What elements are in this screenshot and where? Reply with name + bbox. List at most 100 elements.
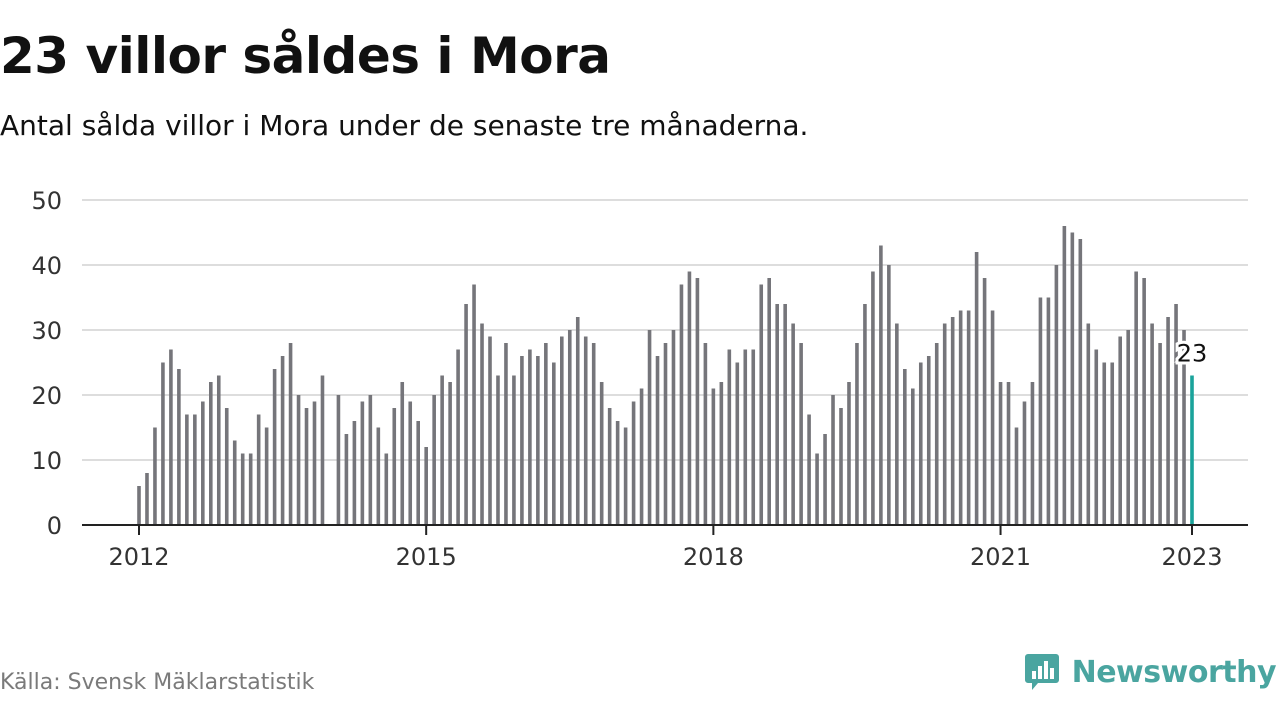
bar <box>1110 362 1115 525</box>
brand-name: Newsworthy <box>1071 654 1277 690</box>
x-axis-ticks: 2012 2015 2018 2021 2023 <box>108 525 1223 571</box>
bar <box>711 388 716 525</box>
bar <box>879 245 883 525</box>
bar <box>647 330 652 525</box>
bar <box>376 427 381 525</box>
bar <box>775 304 779 525</box>
bar <box>1086 323 1091 525</box>
bar <box>1078 239 1083 525</box>
bar <box>903 369 907 525</box>
y-tick-label: 40 <box>31 252 62 280</box>
bar <box>1094 349 1099 525</box>
bar-highlight <box>1190 375 1194 525</box>
bar <box>934 343 939 525</box>
bar <box>137 486 141 525</box>
brand: Newsworthy <box>1024 652 1277 692</box>
y-axis-tick-labels: 0 10 20 30 40 50 <box>31 187 62 540</box>
bar <box>663 343 668 525</box>
bar <box>751 349 756 525</box>
bar <box>528 349 532 525</box>
bar <box>512 375 516 525</box>
bar <box>360 401 365 525</box>
bar <box>368 395 373 525</box>
x-tick-label: 2015 <box>396 543 457 571</box>
bar <box>256 414 261 525</box>
bar <box>767 278 771 525</box>
bar <box>847 382 851 525</box>
bar <box>966 310 971 525</box>
bar <box>759 284 764 525</box>
y-tick-label: 0 <box>47 512 62 540</box>
bar <box>823 434 827 525</box>
x-tick-label: 2018 <box>683 543 744 571</box>
bar <box>161 362 165 525</box>
bar <box>1126 330 1130 525</box>
bar <box>839 408 843 525</box>
bar <box>416 421 420 525</box>
bar <box>799 343 803 525</box>
bar <box>671 330 676 525</box>
x-tick-label: 2023 <box>1161 543 1222 571</box>
bar <box>480 323 484 525</box>
bar <box>153 427 157 525</box>
bar <box>448 382 452 525</box>
bar <box>560 336 564 525</box>
bar <box>320 375 325 525</box>
bar <box>735 362 740 525</box>
bar <box>911 388 915 525</box>
bar <box>1102 362 1107 525</box>
bar <box>1134 271 1138 525</box>
bar <box>224 408 229 525</box>
bar <box>216 375 221 525</box>
x-tick-label: 2012 <box>108 543 169 571</box>
bar <box>950 317 955 525</box>
bar <box>352 421 357 525</box>
bar <box>1070 232 1075 525</box>
x-tick-label: 2021 <box>970 543 1031 571</box>
bar <box>958 310 963 525</box>
bar <box>496 375 500 525</box>
bar <box>575 317 580 525</box>
bar <box>655 356 660 525</box>
y-tick-label: 20 <box>31 382 62 410</box>
bar <box>1006 382 1011 525</box>
bar <box>703 343 708 525</box>
bar <box>384 453 389 525</box>
bar <box>424 447 428 525</box>
bar <box>727 349 732 525</box>
bar <box>815 453 819 525</box>
bar <box>990 310 995 525</box>
bar <box>336 395 341 525</box>
bar <box>615 421 620 525</box>
bar <box>520 356 524 525</box>
bar <box>432 395 436 525</box>
bar <box>623 427 628 525</box>
bar <box>145 473 149 525</box>
bar <box>887 265 891 525</box>
bar <box>918 362 923 525</box>
bar <box>639 388 644 525</box>
bar <box>209 382 213 525</box>
bar <box>472 284 476 525</box>
bars <box>137 226 1194 525</box>
bar <box>169 349 173 525</box>
bar <box>296 395 301 525</box>
bar <box>791 323 795 525</box>
bar <box>974 252 979 525</box>
bar <box>288 343 293 525</box>
bar <box>264 427 269 525</box>
bar <box>552 362 556 525</box>
bar-chart: 0 10 20 30 40 50 2012 2015 2018 2021 2023 23 <box>31 187 1248 571</box>
highlight-data-label: 23 <box>1177 340 1208 368</box>
bar <box>280 356 285 525</box>
bar <box>408 401 413 525</box>
bar <box>631 401 636 525</box>
bar <box>719 382 724 525</box>
bar <box>1182 330 1186 525</box>
bar <box>982 278 987 525</box>
bar <box>743 349 748 525</box>
bar <box>400 382 405 525</box>
bar <box>895 323 899 525</box>
bar <box>1014 427 1019 525</box>
bar <box>248 453 253 525</box>
